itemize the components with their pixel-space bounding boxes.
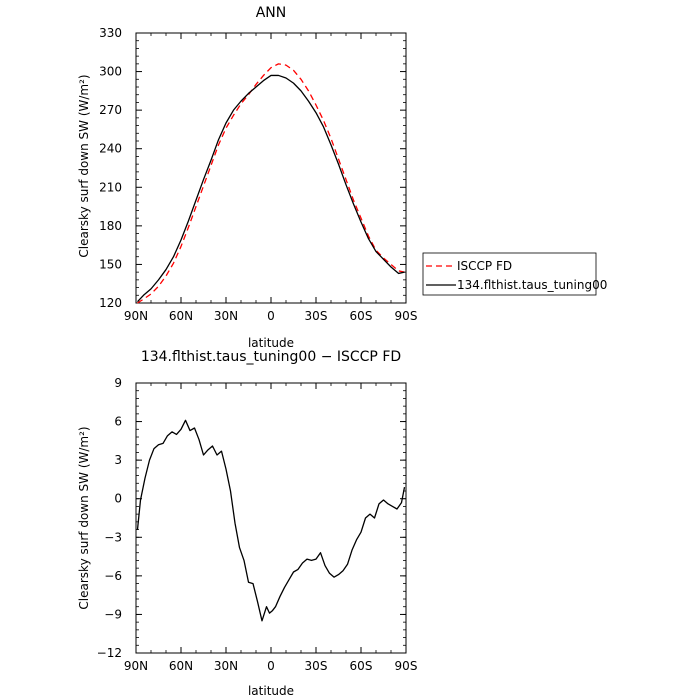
legend-label-isccp: ISCCP FD [457, 259, 512, 273]
bottom-chart-y-tick-label: −9 [104, 607, 122, 621]
top-chart-legend: ISCCP FD 134.flthist.taus_tuning00 [422, 252, 607, 296]
bottom-chart-y-tick-label: 3 [114, 453, 122, 467]
bottom-chart-title: 134.flthist.taus_tuning00 − ISCCP FD [141, 349, 401, 365]
bottom-chart-y-tick-label: 0 [114, 492, 122, 506]
bottom-chart-series [136, 419, 406, 622]
bottom-chart-series-line-0 [136, 419, 406, 622]
bottom-chart: 134.flthist.taus_tuning00 − ISCCP FD Cle… [77, 349, 417, 698]
top-chart-title: ANN [256, 5, 287, 21]
top-chart-x-tick-label: 60N [169, 309, 193, 323]
top-chart-x-tick-label: 0 [267, 309, 275, 323]
top-chart-y-tick-label: 270 [99, 103, 122, 117]
bottom-chart-x-tick-label: 0 [267, 659, 275, 673]
bottom-chart-x-tick-label: 60N [169, 659, 193, 673]
bottom-chart-x-tick-label: 30S [305, 659, 328, 673]
top-chart-y-tick-label: 180 [99, 219, 122, 233]
top-chart-y-tick-label: 150 [99, 257, 122, 271]
bottom-chart-axes: 90N 60N 30N 0 30S 60S 90S −12 −9 −6 −3 0 3 6 9 [97, 376, 418, 673]
bottom-chart-y-axis-label: Clearsky surf down SW (W/m²) [77, 426, 91, 609]
top-chart-x-tick-label: 30S [305, 309, 328, 323]
top-chart-series-line-1 [137, 74, 405, 303]
top-chart-x-tick-label: 90N [124, 309, 148, 323]
top-chart-frame [135, 32, 407, 304]
top-chart-x-tick-label: 90S [395, 309, 418, 323]
top-chart-y-tick-label: 240 [99, 142, 122, 156]
bottom-chart-y-tick-label: −12 [97, 646, 122, 660]
top-chart-x-tick-label: 30N [214, 309, 238, 323]
top-chart-series [137, 63, 405, 304]
bottom-chart-y-tick-label: 9 [114, 376, 122, 390]
bottom-chart-y-tick-label: 6 [114, 415, 122, 429]
bottom-chart-x-tick-label: 90S [395, 659, 418, 673]
legend-box [422, 252, 597, 296]
bottom-chart-x-tick-label: 90N [124, 659, 148, 673]
bottom-chart-y-tick-label: −6 [104, 569, 122, 583]
bottom-chart-x-axis-label: latitude [248, 684, 294, 698]
bottom-chart-x-tick-label: 60S [350, 659, 373, 673]
legend-label-model: 134.flthist.taus_tuning00 [457, 278, 607, 292]
top-chart-y-axis-label: Clearsky surf down SW (W/m²) [77, 74, 91, 257]
top-chart-series-line-0 [137, 63, 405, 304]
top-chart-x-tick-label: 60S [350, 309, 373, 323]
top-chart: ANN Clearsky surf down SW (W/m²) latitud… [77, 5, 607, 350]
top-chart-axes: 90N 60N 30N 0 30S 60S 90S 120 150 180 210 240 270 300… [99, 26, 417, 323]
top-chart-y-tick-label: 120 [99, 296, 122, 310]
top-chart-x-axis-label: latitude [248, 336, 294, 350]
bottom-chart-y-tick-label: −3 [104, 530, 122, 544]
bottom-chart-x-tick-label: 30N [214, 659, 238, 673]
top-chart-y-tick-label: 210 [99, 180, 122, 194]
top-chart-y-tick-label: 300 [99, 65, 122, 79]
top-chart-y-tick-label: 330 [99, 26, 122, 40]
